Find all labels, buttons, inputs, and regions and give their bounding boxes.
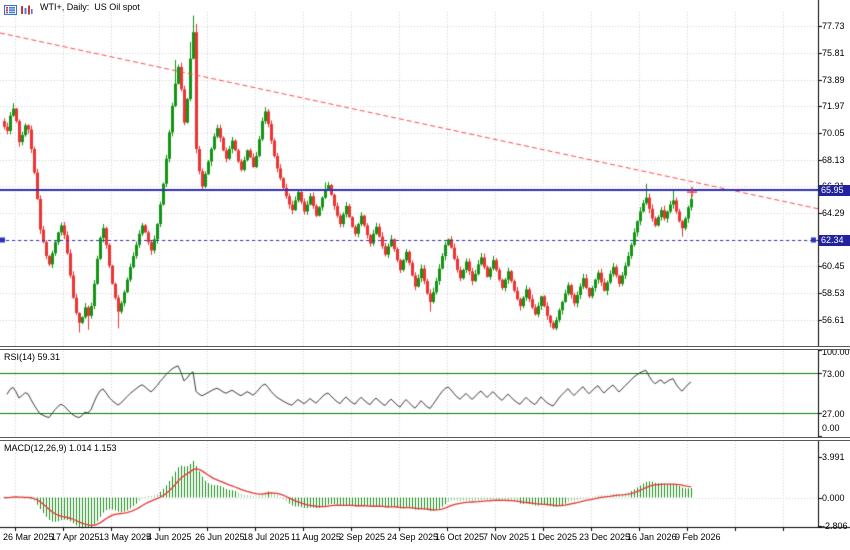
date-axis-label: 26 Jun 2025	[195, 532, 245, 542]
chart-title: WTI+, Daily: US Oil spot	[40, 2, 140, 12]
date-axis-label: 17 Apr 2025	[51, 532, 100, 542]
macd-axis-label: 3.991	[822, 451, 845, 462]
bar-chart-icon[interactable]	[20, 2, 33, 15]
rsi-indicator-label: RSI(14) 59.31	[4, 352, 61, 362]
rsi-axis-label: 100.00	[822, 347, 850, 357]
date-axis-label: 16 Jan 2026	[627, 532, 677, 542]
price-axis-label: 60.45	[822, 261, 845, 272]
date-axis-label: 1 Dec 2025	[531, 532, 578, 542]
date-axis-label: 9 Feb 2026	[675, 532, 721, 542]
date-axis-label: 16 Oct 2025	[435, 532, 485, 542]
price-axis-label: 71.97	[822, 101, 845, 112]
date-axis-label: 13 May 2025	[99, 532, 152, 542]
date-axis-label: 26 Mar 2025	[3, 532, 54, 542]
price-axis-label: 56.61	[822, 314, 845, 325]
macd-axis-label: 0.000	[822, 492, 845, 503]
chart-header: WTI+, Daily: US Oil spot	[4, 2, 140, 15]
panel-separator[interactable]	[0, 437, 850, 441]
date-axis-label: 2 Sep 2025	[339, 532, 386, 542]
price-axis-label: 77.73	[822, 21, 845, 32]
price-axis-label: 68.13	[822, 154, 845, 165]
rsi-axis-label: 73.00	[822, 369, 845, 380]
date-axis-label: 23 Dec 2025	[579, 532, 631, 542]
macd-axis-label: -2.806	[822, 520, 848, 531]
rsi-axis-label: 27.00	[822, 408, 845, 419]
rsi-axis-label: 0.00	[822, 423, 840, 433]
date-axis-label: 11 Aug 2025	[291, 532, 341, 542]
price-tag-support[interactable]: 62.34	[819, 235, 850, 246]
price-axis-label: 75.81	[822, 47, 845, 58]
price-axis-label: 70.05	[822, 128, 845, 138]
price-tag-resistance[interactable]: 65.95	[819, 185, 850, 196]
price-axis-label: 64.29	[822, 208, 845, 219]
date-axis-label: 24 Sep 2025	[387, 532, 439, 542]
date-axis-label: 18 Jul 2025	[243, 532, 290, 542]
panel-separator[interactable]	[0, 346, 850, 350]
price-axis-label: 73.89	[822, 74, 845, 85]
macd-indicator-label: MACD(12,26,9) 1.014 1.153	[4, 443, 117, 453]
date-axis-label: 7 Nov 2025	[483, 532, 530, 542]
symbols-list-icon[interactable]	[4, 2, 17, 15]
date-axis-label: 4 Jun 2025	[147, 532, 192, 542]
price-axis-label: 58.53	[822, 288, 845, 299]
